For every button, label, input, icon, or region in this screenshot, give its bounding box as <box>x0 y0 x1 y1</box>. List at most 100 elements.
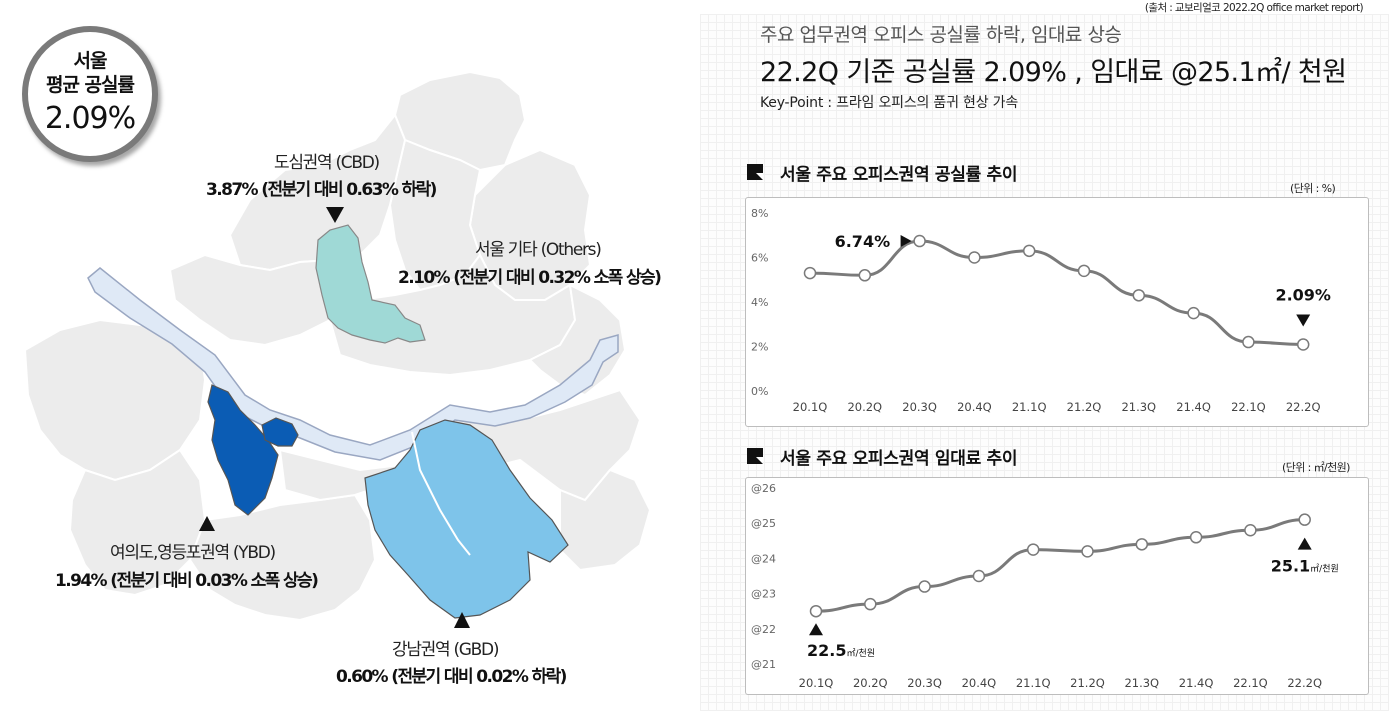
data-point <box>1135 538 1149 551</box>
data-point <box>809 604 823 618</box>
x-tick-label: 20.2Q <box>847 400 882 414</box>
y-tick-label: 8% <box>751 207 768 220</box>
annotation-arrow <box>1297 537 1312 550</box>
vacancy-chart-unit: (단위 : %) <box>1290 182 1336 195</box>
x-tick-label: 20.1Q <box>799 676 834 690</box>
x-tick-label: 21.2Q <box>1070 676 1105 690</box>
gbd-name: 강남권역 (GBD) <box>392 640 499 660</box>
cbd-region <box>315 224 426 344</box>
data-point <box>1244 523 1257 537</box>
rent-chart-title: 서울 주요 오피스권역 임대료 추이 <box>780 449 1018 469</box>
data-point <box>1189 531 1203 544</box>
data-point <box>858 269 872 282</box>
x-tick-label: 20.3Q <box>902 400 937 414</box>
data-point <box>913 234 926 248</box>
others-stat: 2.10% (전분기 대비 0.32% 소폭 상승) <box>398 268 662 288</box>
vacancy-chart-title: 서울 주요 오피스권역 공실률 추이 <box>780 165 1018 185</box>
annotation-arrow <box>1296 314 1311 327</box>
gbd-pointer <box>454 612 470 628</box>
cbd-pointer <box>326 207 344 223</box>
y-tick-label: 0% <box>751 385 768 398</box>
y-tick-label: @24 <box>751 552 776 565</box>
header-subtitle: 주요 업무권역 오피스 공실률 하락, 임대료 상승 <box>760 24 1122 46</box>
data-point <box>918 580 931 593</box>
rent-chart-unit: (단위 : ㎡/천원) <box>1282 461 1350 474</box>
ybd-pointer <box>199 516 215 531</box>
x-tick-label: 22.2Q <box>1287 676 1322 690</box>
data-point <box>972 569 986 583</box>
section-marker-notch <box>756 457 763 464</box>
data-point <box>1022 244 1036 258</box>
data-point <box>1242 335 1255 349</box>
series-line <box>809 239 1304 346</box>
y-tick-label: @22 <box>751 623 776 636</box>
rent-chart: @26 @25 @24 @23 @22 @21 20.1Q 20.2Q 20.3Q 20.4Q 21… <box>751 482 1339 690</box>
y-tick-label: @26 <box>751 482 776 495</box>
seoul-map <box>23 70 652 628</box>
cbd-name: 도심권역 (CBD) <box>274 153 380 173</box>
x-tick-label: 21.4Q <box>1176 400 1211 414</box>
district-south <box>188 493 377 622</box>
data-point <box>803 266 817 280</box>
data-point <box>1132 289 1146 302</box>
series-line <box>815 518 1305 613</box>
district-west-north <box>168 253 342 347</box>
seoul-average-badge: 서울 평균 공실률 2.09% <box>22 26 158 162</box>
x-tick-label: 20.1Q <box>793 400 828 414</box>
vacancy-chart: 8% 6% 4% 2% 0% 20.1Q 20.2Q 20.3Q 20.4Q 21.1Q 21.2Q… <box>751 207 1331 414</box>
data-label: 25.1㎡/천원 <box>1271 557 1339 576</box>
district-center-east <box>328 253 577 377</box>
y-tick-label: @23 <box>751 588 776 601</box>
x-tick-label: 21.4Q <box>1179 676 1214 690</box>
ybd-stat: 1.94% (전분기 대비 0.03% 소폭 상승) <box>55 571 319 591</box>
gbd-stat: 0.60% (전분기 대비 0.02% 하락) <box>336 667 567 687</box>
section-marker-notch <box>756 173 763 180</box>
x-tick-label: 20.4Q <box>957 400 992 414</box>
data-point <box>864 597 877 611</box>
x-tick-label: 22.2Q <box>1286 400 1321 414</box>
data-point <box>968 251 981 264</box>
data-point <box>1081 545 1094 558</box>
han-river <box>87 267 619 461</box>
x-tick-label: 20.2Q <box>853 676 888 690</box>
ybd-island <box>261 417 299 447</box>
data-point <box>1298 513 1311 526</box>
y-tick-label: 6% <box>751 252 768 265</box>
district-far-west <box>23 318 207 482</box>
badge-line1: 서울 <box>73 50 108 72</box>
y-tick-label: @21 <box>751 658 776 671</box>
y-tick-label: @25 <box>751 517 776 530</box>
ybd-name: 여의도,영등포권역 (YBD) <box>110 543 276 563</box>
gbd-region <box>364 419 569 619</box>
gbd-inner-boundary <box>411 431 471 556</box>
ybd-region <box>207 384 279 516</box>
x-tick-label: 20.4Q <box>962 676 997 690</box>
source-note: (출처 : 교보리얼코 2022.2Q office market report… <box>1144 2 1364 14</box>
x-tick-label: 21.1Q <box>1012 400 1047 414</box>
badge-value: 2.09% <box>44 101 136 136</box>
annotation-arrow <box>809 623 823 636</box>
district-southeast <box>559 468 652 572</box>
annotation-arrow <box>900 235 912 248</box>
x-tick-label: 21.3Q <box>1124 676 1159 690</box>
x-tick-label: 22.1Q <box>1233 676 1268 690</box>
header-keypoint: Key-Point : 프라임 오피스의 품귀 현상 가속 <box>760 95 1019 111</box>
vacancy-chart-frame <box>745 197 1369 427</box>
rent-chart-frame <box>745 477 1369 695</box>
badge-line2: 평균 공실률 <box>45 74 135 96</box>
data-point <box>1187 306 1200 320</box>
data-label: 2.09% <box>1275 285 1331 304</box>
data-point <box>1296 338 1310 351</box>
data-label: 6.74% <box>835 232 891 251</box>
x-tick-label: 22.1Q <box>1231 400 1266 414</box>
y-tick-label: 2% <box>751 341 768 354</box>
district-southwest <box>68 448 207 597</box>
data-point <box>1077 264 1091 278</box>
others-name: 서울 기타 (Others) <box>475 240 602 260</box>
y-tick-label: 4% <box>751 296 768 309</box>
x-tick-label: 21.1Q <box>1016 676 1051 690</box>
data-label: 22.5㎡/천원 <box>807 641 875 660</box>
x-tick-label: 20.3Q <box>907 676 942 690</box>
header-headline: 22.2Q 기준 공실률 2.09% , 임대료 @25.1㎡/ 천원 <box>760 57 1347 88</box>
x-tick-label: 21.3Q <box>1121 400 1156 414</box>
